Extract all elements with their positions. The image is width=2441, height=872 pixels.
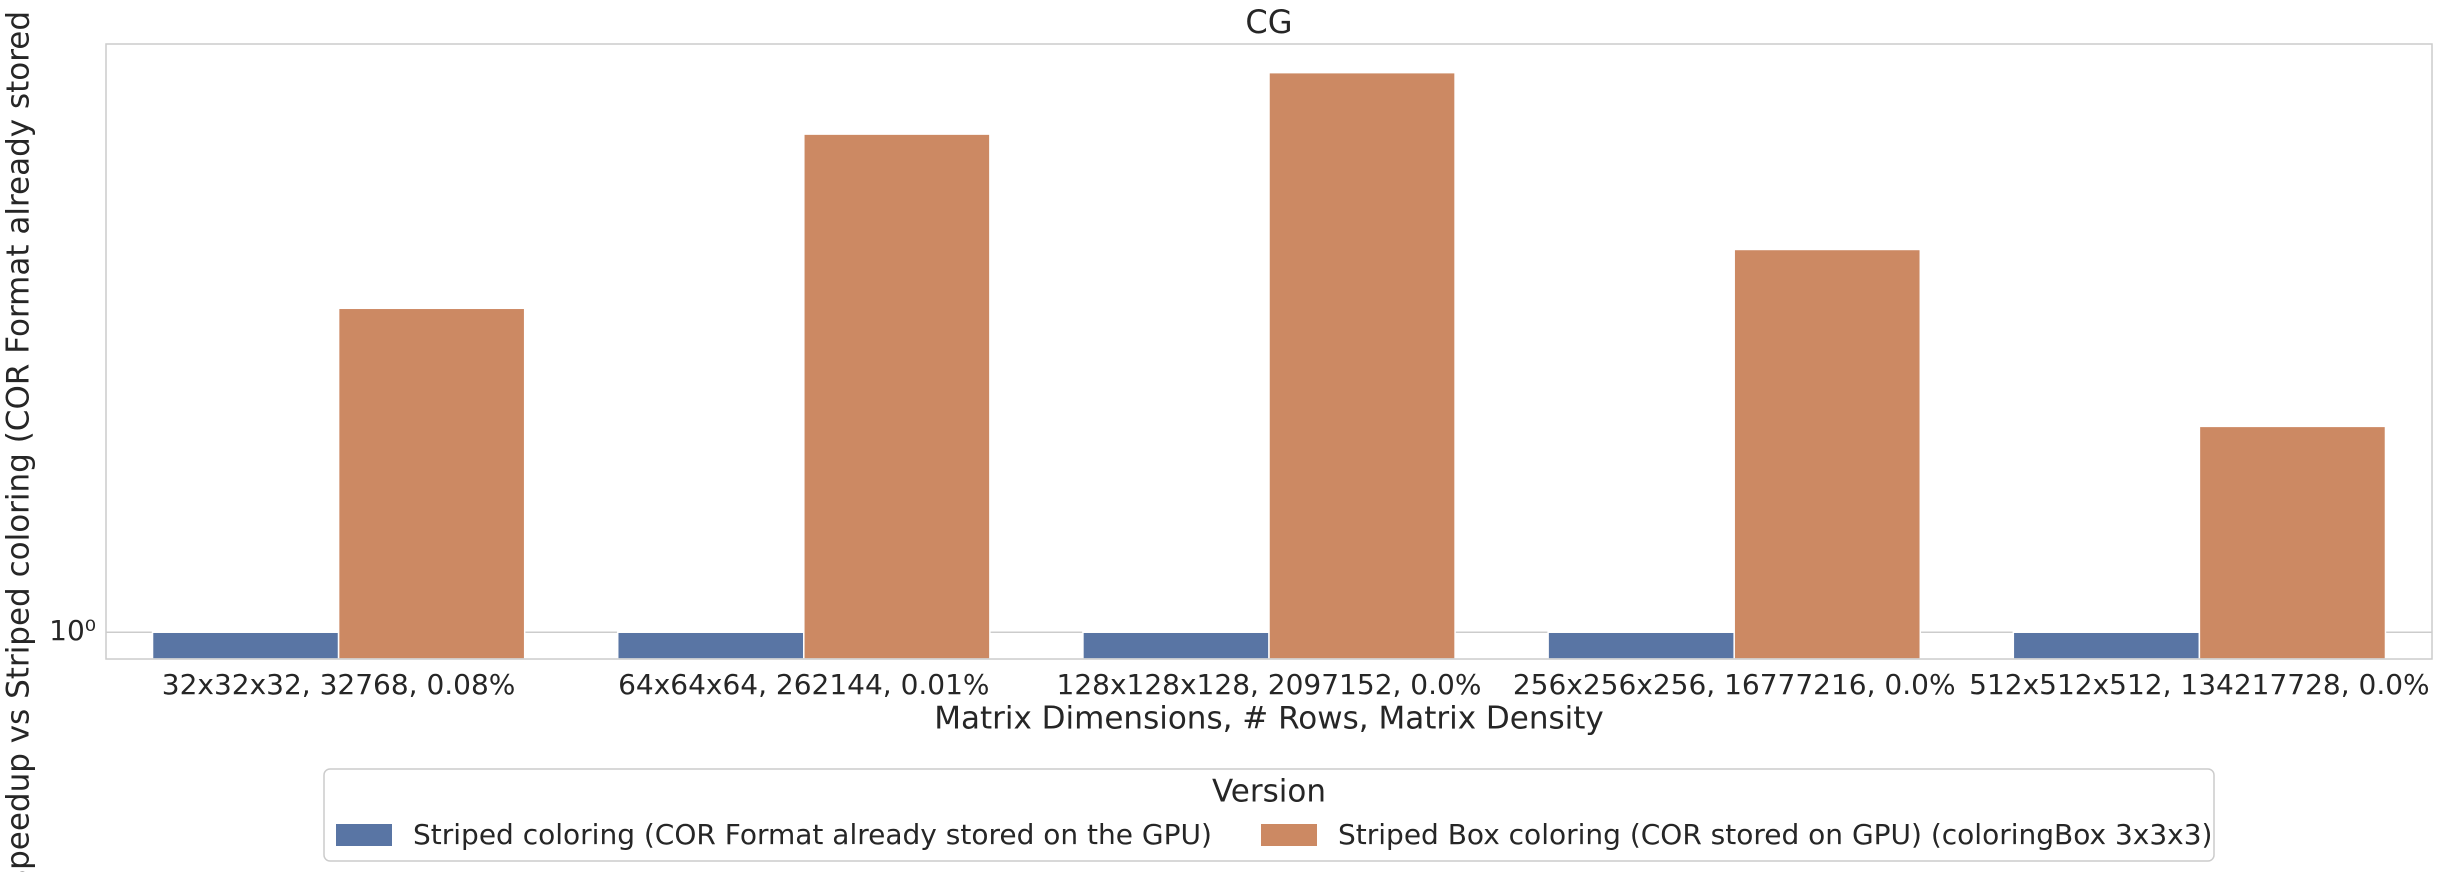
- x-axis-label: Matrix Dimensions, # Rows, Matrix Densit…: [934, 701, 1604, 737]
- bar: [803, 133, 991, 660]
- chart-title: CG: [1245, 3, 1292, 41]
- bar: [616, 631, 805, 660]
- x-tick-label: 512x512x512, 134217728, 0.0%: [1969, 668, 2430, 701]
- legend-swatch: [1261, 824, 1317, 846]
- bar: [1082, 631, 1270, 660]
- bar: [2198, 425, 2387, 660]
- y-tick-label: 10⁰: [49, 614, 96, 647]
- y-axis-label: Speedup vs Striped coloring (COR Format …: [1, 0, 37, 872]
- legend-title: Version: [1212, 774, 1326, 810]
- x-tick-label: 256x256x256, 16777216, 0.0%: [1513, 668, 1956, 701]
- plot-frame: [105, 43, 2433, 660]
- x-tick-label: 128x128x128, 2097152, 0.0%: [1057, 668, 1482, 701]
- bar: [1268, 71, 1456, 660]
- legend-label: Striped Box coloring (COR stored on GPU)…: [1338, 818, 2212, 851]
- bar: [151, 631, 340, 660]
- x-tick-label: 32x32x32, 32768, 0.08%: [162, 668, 516, 701]
- bar: [2012, 631, 2201, 660]
- legend: [323, 768, 2215, 862]
- x-tick-label: 64x64x64, 262144, 0.01%: [618, 668, 989, 701]
- legend-swatch: [336, 824, 392, 846]
- legend-label: Striped coloring (COR Format already sto…: [413, 818, 1212, 851]
- legend-items: Striped coloring (COR Format already sto…: [336, 818, 2212, 851]
- bar: [1547, 631, 1735, 660]
- plot-area: 10⁰ 32x32x32, 32768, 0.08% 64x64x64, 26214…: [49, 43, 2433, 701]
- bar: [337, 307, 526, 660]
- bar: [1733, 248, 1922, 660]
